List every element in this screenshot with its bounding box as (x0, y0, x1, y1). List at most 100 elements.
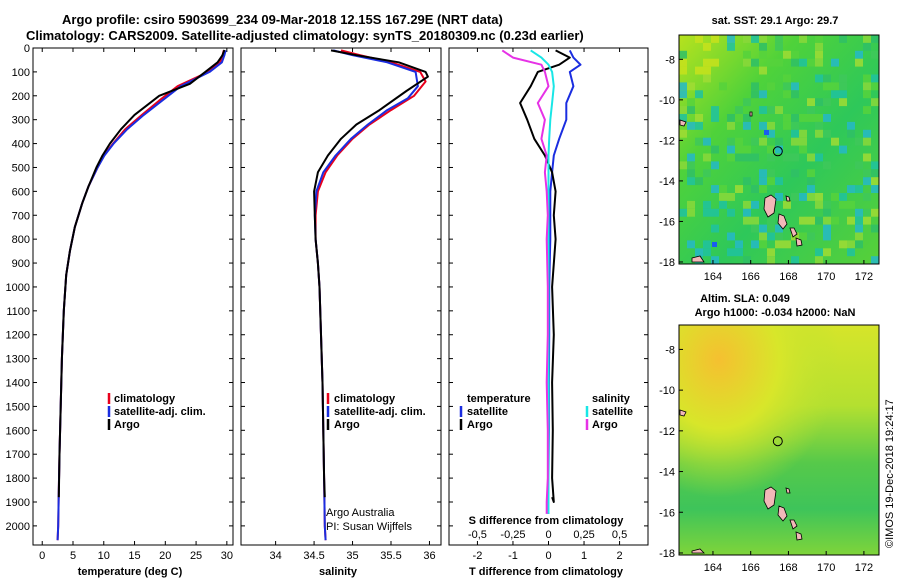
legend-argo-label: Argo (334, 419, 360, 431)
x-tick-label: 25 (190, 550, 202, 562)
sst-pixel (703, 200, 711, 209)
difference-panel: -2 -1 0 1 2 -0,5 -0,25 0 0,25 0,5 temperature sat… (448, 47, 649, 578)
sst-pixel (791, 193, 799, 201)
legend-temp-argo-label: Argo (467, 419, 493, 431)
sst-pixel (815, 200, 823, 209)
sst-pixel (751, 200, 759, 209)
temperature-series (56, 49, 227, 541)
sst-pixel (783, 114, 791, 122)
sst-pixel (751, 216, 759, 225)
sst-pixel (679, 208, 687, 217)
sst-island (777, 213, 788, 230)
sst-pixel (791, 121, 799, 130)
sst-pixel (863, 35, 871, 43)
sst-pixel (759, 232, 767, 241)
sst-island (763, 194, 777, 218)
s-difference-x-label: S difference from climatology (469, 515, 625, 527)
sst-pixel (791, 82, 799, 91)
sst-pixel (679, 106, 687, 114)
temperature-axis-ticks: 0100200300400500600700800900100011001200… (6, 43, 233, 562)
sst-pixel (847, 200, 855, 209)
sst-pixel (767, 145, 775, 154)
x-tick-label: 15 (128, 550, 140, 562)
y-tick-label: 1900 (6, 497, 30, 509)
sst-pixel (727, 114, 735, 122)
sst-pixel (759, 90, 767, 99)
sst-pixel (863, 208, 871, 217)
sst-pixel (759, 121, 767, 130)
y-tick-label: 800 (12, 234, 30, 246)
sst-pixel (679, 82, 687, 91)
difference-legend: temperature satellite Argo salinity sate… (459, 393, 633, 431)
sst-pixel (839, 98, 847, 107)
sst-pixel (831, 82, 839, 91)
sla-island (691, 548, 705, 554)
sst-pixel (855, 240, 863, 249)
sst-pixel (799, 145, 807, 154)
sst-pixel (775, 232, 783, 241)
sst-pixel (751, 224, 759, 233)
sst-pixel (775, 193, 783, 201)
sst-pixel (863, 106, 871, 114)
legend-salinity-header: salinity (592, 393, 631, 405)
sst-pixel (711, 35, 719, 43)
y-tick-label: 300 (12, 115, 30, 127)
sst-pixel (767, 169, 775, 178)
sst-pixel (727, 42, 735, 51)
sst-pixel (791, 129, 799, 138)
salinity-series (313, 49, 429, 541)
sst-pixel (735, 106, 743, 114)
sst-pixel (735, 137, 743, 146)
sst-pixel (799, 216, 807, 225)
map-y-tick-label: -8 (665, 344, 675, 356)
sst-pixel (703, 208, 711, 217)
salinity-panel: 34 34.5 35 35.5 36 climatology satellite-adj… (240, 47, 442, 578)
sst-pixel (751, 82, 759, 91)
sst-pixel (767, 129, 775, 138)
sst-pixel (791, 114, 799, 122)
sst-pixel (871, 50, 879, 59)
sst-pixel (711, 145, 719, 154)
sst-pixel (695, 121, 703, 130)
x-tick-label: 35.5 (380, 550, 401, 562)
sst-pixel (711, 208, 719, 217)
sla-island (679, 409, 687, 417)
sst-pixel (751, 35, 759, 43)
sst-pixel (775, 177, 783, 186)
sst-pixel (863, 137, 871, 146)
x-tick-label: 34 (269, 550, 281, 562)
sst-pixel (807, 153, 815, 162)
sst-pixel (743, 177, 751, 186)
sst-pixel (759, 185, 767, 193)
sst-pixel (767, 248, 775, 257)
y-tick-label: 500 (12, 162, 30, 174)
sst-pixel (831, 193, 839, 201)
sst-pixel (727, 121, 735, 130)
series-line-temperature-argo (519, 49, 571, 503)
sst-pixel (679, 66, 687, 75)
sst-pixel (711, 106, 719, 114)
sst-pixel (727, 208, 735, 217)
x-secondary-tick-label: -0,5 (468, 529, 487, 541)
sst-pixel (767, 58, 775, 67)
salinity-x-label: salinity (319, 566, 358, 578)
map-y-tick-label: -8 (665, 54, 675, 66)
sst-pixel (863, 42, 871, 51)
sst-pixel (799, 35, 807, 43)
sst-pixel (727, 35, 735, 43)
sst-pixel (807, 169, 815, 178)
map-y-tick-label: -14 (659, 467, 675, 479)
sst-pixel (791, 232, 799, 241)
sst-pixel (703, 74, 711, 83)
sst-pixel (687, 240, 695, 249)
sst-pixel (783, 240, 791, 249)
sst-pixel (831, 58, 839, 67)
x-tick-label: 20 (159, 550, 171, 562)
sla-island (777, 505, 788, 522)
sst-pixel (863, 82, 871, 91)
sst-pixel (695, 90, 703, 99)
sst-pixel (871, 185, 879, 193)
sst-map-frame (678, 34, 880, 265)
sst-pixel (823, 232, 831, 241)
sst-pixel (871, 169, 879, 178)
